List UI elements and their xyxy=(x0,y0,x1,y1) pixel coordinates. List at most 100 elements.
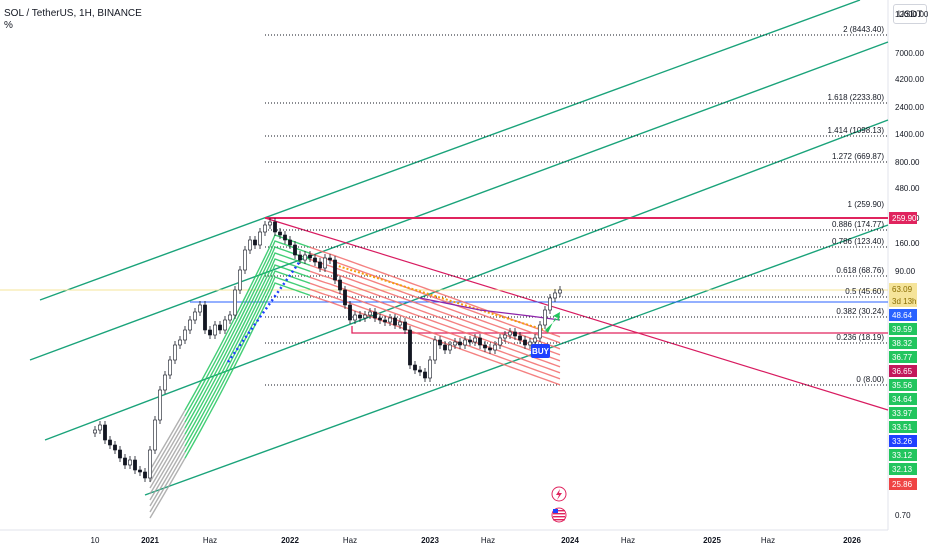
price-badge-label: 35.56 xyxy=(892,381,913,390)
price-tick: 4200.00 xyxy=(895,75,924,84)
candle-body xyxy=(168,359,172,376)
price-badge-box xyxy=(889,212,917,224)
lightning-icon[interactable] xyxy=(551,486,567,502)
price-badge-box xyxy=(889,379,917,391)
price-badge-label: 63.09 xyxy=(892,285,913,294)
candle-body xyxy=(463,339,467,346)
candle-body xyxy=(178,339,182,346)
candle-body xyxy=(113,444,117,451)
ribbon-band xyxy=(309,252,561,344)
candle-body xyxy=(543,309,547,326)
lightning-icon-bolt xyxy=(556,489,562,500)
channel-line xyxy=(39,0,861,301)
candle-body xyxy=(313,257,317,263)
up-arrow-icon xyxy=(545,312,560,333)
candle-body xyxy=(428,359,432,379)
price-badge: 39.59 xyxy=(889,323,917,335)
time-tick: 2021 xyxy=(141,536,159,545)
fib-label: 0 (8.00) xyxy=(856,375,884,384)
price-badge: 33.51 xyxy=(889,421,917,433)
downtrend-line xyxy=(264,217,889,411)
candle-body xyxy=(98,424,102,431)
price-badge: 32.13 xyxy=(889,463,917,475)
candle-body xyxy=(558,289,562,294)
red-box-line xyxy=(351,326,888,334)
symbol-title: SOL / TetherUS, 1H, BINANCE xyxy=(4,8,142,19)
price-badge-box xyxy=(889,283,917,295)
candle-body xyxy=(408,329,412,366)
price-badge-box xyxy=(889,393,917,405)
candle-body xyxy=(378,317,382,321)
candle-body xyxy=(498,337,502,346)
candle-body xyxy=(333,259,337,281)
candle-body xyxy=(263,224,267,233)
sar-dots xyxy=(226,260,302,363)
fib-label: 0.618 (68.76) xyxy=(836,266,884,275)
time-tick: Haz xyxy=(481,536,495,545)
price-badge-box xyxy=(889,463,917,475)
candle-body xyxy=(123,457,127,466)
time-axis[interactable]: 10 2021 Haz 2022 Haz 2023 Haz 2024 Haz 2025 Haz 202… xyxy=(91,536,862,545)
price-axis[interactable]: 12000.00 7000.00 4200.00 2400.00 1400.00 800.… xyxy=(895,10,929,520)
ribbon-band xyxy=(149,451,186,513)
price-badge: 3d 13h xyxy=(889,295,917,307)
time-tick: Haz xyxy=(621,536,635,545)
ribbon-band xyxy=(309,270,561,362)
ribbon-band xyxy=(184,276,311,453)
candle-body xyxy=(278,231,282,236)
candle-body xyxy=(383,319,387,323)
candle-body xyxy=(513,331,517,337)
price-badge: 25.86 xyxy=(889,478,917,490)
fib-label: 1.618 (2233.80) xyxy=(828,93,885,102)
time-tick: 10 xyxy=(91,536,100,545)
price-badge-box xyxy=(889,323,917,335)
price-badge-label: 36.77 xyxy=(892,353,913,362)
candle-body xyxy=(308,254,312,259)
currency-button[interactable]: USDT xyxy=(893,4,927,24)
time-tick: Haz xyxy=(761,536,775,545)
price-badge: 48.64 xyxy=(889,309,917,321)
time-tick: 2022 xyxy=(281,536,299,545)
fib-label: 1 (259.90) xyxy=(848,200,885,209)
candle-body xyxy=(283,234,287,241)
price-badges: 259.90 63.09 3d 13h 48.64 39.59 38.32 36.77 36.… xyxy=(889,212,917,490)
candle-body xyxy=(273,221,277,233)
candle-body xyxy=(253,239,257,246)
price-badge-box xyxy=(889,478,917,490)
price-badge-box xyxy=(889,337,917,349)
ribbon-band xyxy=(309,288,561,380)
candle-body xyxy=(143,471,147,479)
ribbon-band xyxy=(184,240,311,417)
candle-body xyxy=(303,254,307,261)
fib-levels: 2 (8443.40) 1.618 (2233.80) 1.414 (1098.13… xyxy=(265,25,888,386)
ribbon-band xyxy=(149,445,186,507)
price-badge-label: 25.86 xyxy=(892,480,913,489)
buy-signal[interactable]: BUY xyxy=(531,344,550,358)
candle-body xyxy=(363,314,367,319)
us-flag-stripe xyxy=(553,510,565,512)
horizontal-levels xyxy=(190,217,888,334)
candle-body xyxy=(208,329,212,336)
candle-body xyxy=(438,339,442,346)
us-flag-icon[interactable] xyxy=(551,507,567,523)
candle-body xyxy=(318,261,322,269)
candle-body xyxy=(108,439,112,446)
candle-body xyxy=(528,341,532,346)
ribbon-band xyxy=(184,282,311,459)
price-badge: 38.32 xyxy=(889,337,917,349)
candle-body xyxy=(483,344,487,349)
candle-body xyxy=(373,311,377,319)
ribbon-band xyxy=(184,252,311,429)
ribbon-band xyxy=(149,421,186,483)
fib-label: 1.272 (669.87) xyxy=(832,152,884,161)
price-tick: 90.00 xyxy=(895,267,916,276)
chart-icons[interactable] xyxy=(551,486,567,523)
candle-body xyxy=(493,344,497,351)
candle-body xyxy=(473,337,477,343)
price-tick: 12000.00 xyxy=(895,10,929,19)
time-tick: 2025 xyxy=(703,536,721,545)
candle-body xyxy=(268,221,272,226)
candle-body xyxy=(188,319,192,331)
